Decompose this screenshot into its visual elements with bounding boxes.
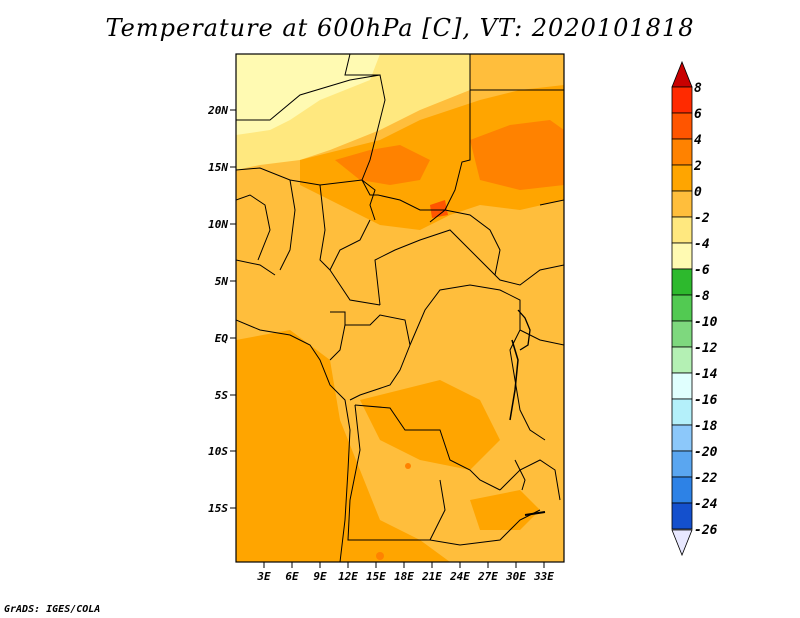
lon-label-6e: 6E: [285, 570, 299, 583]
colorbar-label: -6: [694, 263, 710, 278]
colorbar-label: -26: [694, 523, 718, 538]
credit-footer: GrADS: IGES/COLA: [4, 604, 101, 615]
colorbar-top-arrow: [671, 60, 693, 88]
colorbar: [671, 60, 693, 557]
lon-label-30e: 30E: [505, 570, 526, 583]
colorbar-label: -14: [694, 367, 718, 382]
colorbar-band: [671, 372, 693, 400]
lon-label-18e: 18E: [394, 570, 414, 583]
lat-label-20n: 20N: [207, 104, 228, 117]
colorbar-band: [671, 346, 693, 374]
colorbar-label: 8: [694, 81, 702, 96]
lon-label-15e: 15E: [366, 570, 386, 583]
colorbar-band: [671, 138, 693, 166]
colorbar-label: -20: [694, 445, 718, 460]
colorbar-label: -22: [694, 471, 718, 486]
colorbar-band: [671, 86, 693, 114]
colorbar-label: -8: [694, 289, 710, 304]
colorbar-band: [671, 112, 693, 140]
lon-label-3e: 3E: [256, 570, 271, 583]
colorbar-label: -18: [694, 419, 718, 434]
lat-label-10n: 10N: [208, 218, 228, 231]
colorbar-band: [671, 320, 693, 348]
lat-label-15s: 15S: [208, 502, 228, 515]
colorbar-label: 2: [693, 159, 702, 174]
colorbar-band: [671, 294, 693, 322]
colorbar-label: -2: [694, 211, 710, 226]
lat-label-5n: 5N: [215, 275, 229, 288]
colorbar-band: [671, 450, 693, 478]
colorbar-label: 0: [694, 185, 702, 200]
colorbar-band: [671, 398, 693, 426]
colorbar-label: 4: [694, 133, 702, 148]
map-title: Temperature at 600hPa [C], VT: 202010181…: [105, 14, 695, 42]
map-frame: [235, 53, 565, 563]
lon-label-24e: 24E: [449, 570, 470, 583]
lat-label-eq: EQ: [215, 332, 229, 345]
colorbar-label: 6: [694, 107, 702, 122]
lon-label-9e: 9E: [313, 570, 327, 583]
colorbar-label: -4: [694, 237, 710, 252]
colorbar-band: [671, 242, 693, 270]
country-borders: [236, 54, 564, 562]
lon-label-21e: 21E: [421, 570, 442, 583]
lat-label-15n: 15N: [208, 161, 228, 174]
colorbar-band: [671, 164, 693, 192]
colorbar-band: [671, 190, 693, 218]
lat-label-10s: 10S: [208, 445, 228, 458]
colorbar-band: [671, 424, 693, 452]
colorbar-band: [671, 502, 693, 530]
colorbar-label: -24: [694, 497, 718, 512]
colorbar-band: [671, 476, 693, 504]
lon-label-12e: 12E: [338, 570, 358, 583]
colorbar-label: -12: [694, 341, 718, 356]
lon-label-33e: 33E: [533, 570, 554, 583]
colorbar-band: [671, 216, 693, 244]
temperature-field: [236, 54, 564, 562]
colorbar-bottom-arrow: [671, 529, 693, 557]
lon-label-27e: 27E: [477, 570, 498, 583]
colorbar-label: -16: [694, 393, 718, 408]
colorbar-label: -10: [694, 315, 718, 330]
lat-label-5s: 5S: [215, 389, 229, 402]
colorbar-band: [671, 268, 693, 296]
